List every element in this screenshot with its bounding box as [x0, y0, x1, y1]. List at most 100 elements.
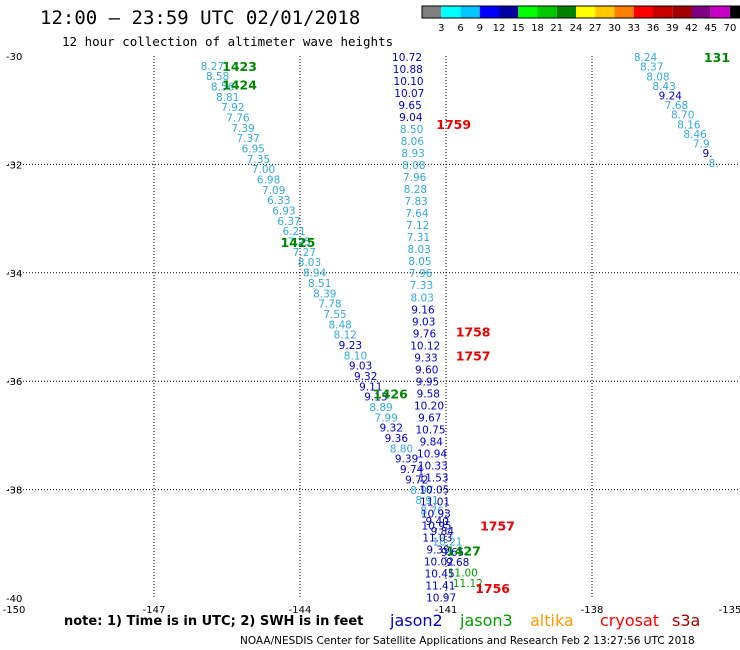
wave-height-label: 7.31	[407, 232, 430, 244]
wave-height-label: 8.51	[308, 278, 331, 290]
wave-height-label: 9.04	[399, 112, 423, 124]
colorbar-level-label: 30	[608, 23, 621, 34]
colorbar-swatch	[653, 6, 673, 18]
wave-height-label: 10.02	[424, 556, 454, 568]
wave-height-label: 9.65	[398, 100, 421, 112]
wave-height-label: 8.03	[411, 292, 434, 304]
wave-height-label: 9.11	[359, 381, 382, 393]
colorbar-level-label: 45	[704, 23, 717, 34]
wave-height-label: 10.07	[394, 88, 424, 100]
wave-height-label: 8.43	[652, 81, 675, 93]
colorbar-level-label: 27	[589, 23, 602, 34]
wave-height-label: 11.01	[420, 496, 450, 508]
wave-height-label: 11.03	[422, 532, 452, 544]
wave-height-label: 8.03	[298, 257, 321, 269]
footer: note: 1) Time is in UTC; 2) SWH is in fe…	[64, 611, 700, 647]
wave-height-label: 8.03	[407, 244, 430, 256]
wave-height-label: 7.68	[665, 100, 688, 112]
wave-height-label: 10.10	[394, 76, 424, 88]
footer-note: note: 1) Time is in UTC; 2) SWH is in fe…	[64, 614, 363, 629]
wave-height-label: 9.	[702, 148, 712, 160]
pass-time-label: 1757	[480, 518, 515, 533]
colorbar-swatch	[537, 6, 557, 18]
satellite-legend-item: jason2	[389, 611, 443, 630]
wave-height-label: 6.95	[242, 143, 265, 155]
wave-height-label: 9.68	[446, 557, 469, 569]
colorbar-swatch	[441, 6, 461, 18]
wave-height-label: 7.00	[252, 164, 275, 176]
colorbar-level-label: 12	[493, 23, 506, 34]
colorbar-frame	[421, 5, 740, 19]
wave-height-label: 8.39	[313, 288, 336, 300]
wave-height-label: 8.46	[683, 129, 707, 141]
wave-height-label: 9.58	[417, 388, 440, 400]
colorbar-swatch	[479, 6, 499, 18]
wave-height-label: 10.88	[393, 64, 423, 76]
y-tick-label: -38	[6, 486, 22, 497]
wave-height-label: 9.23	[339, 340, 362, 352]
y-tick-label: -40	[6, 594, 22, 605]
wave-height-label: 8.81	[216, 92, 239, 104]
wave-height-label: 8.10	[344, 350, 367, 362]
pass-time-labels: 1423 1424 1425 1426 1427 131 1759 1758 1757 1757 1…	[222, 50, 730, 596]
satellite-legend: jason2 jason3 altika cryosat s3a	[389, 611, 700, 630]
wave-height-label: 7.96	[409, 268, 433, 280]
wave-height-label: 9.65	[441, 547, 464, 559]
colorbar-level-label: 6	[457, 23, 463, 34]
colorbar-level-label: 42	[685, 23, 698, 34]
wave-height-label: 6.21	[282, 226, 305, 238]
colorbar-swatch	[460, 6, 480, 18]
wave-height-label: 9.32	[380, 423, 403, 435]
wave-height-label: 10.75	[416, 424, 446, 436]
colorbar-swatch	[595, 6, 615, 18]
wave-height-label: 9.95	[416, 376, 439, 388]
pass-time-label: 1425	[281, 235, 316, 250]
wave-height-label: 7.33	[410, 280, 433, 292]
y-tick-labels: -30 -32 -34 -36 -38 -40	[6, 52, 22, 605]
wave-height-label: 8.48	[328, 319, 351, 331]
wave-height-label: 11.53	[419, 472, 449, 484]
wave-height-label: 11.12	[453, 578, 483, 590]
colorbar-level-label: 33	[627, 23, 640, 34]
wave-height-label: 10.97	[426, 592, 456, 604]
colorbar-swatch	[633, 6, 653, 18]
wave-height-label: 8.08	[402, 160, 425, 172]
satellite-legend-item: altika	[530, 611, 574, 630]
wave-height-label: 8.58	[206, 71, 229, 83]
wave-height-label: 8.05	[408, 256, 431, 268]
colorbar-level-label: 18	[531, 23, 544, 34]
colorbar-swatch	[556, 6, 576, 18]
colorbar-level-label: 36	[647, 23, 660, 34]
wave-height-label: 9.40	[426, 516, 449, 528]
wave-height-label: 7.64	[405, 208, 429, 220]
y-tick-label: -30	[6, 52, 22, 63]
wave-height-label: 8.89	[369, 402, 392, 414]
wave-height-label: 7.9	[693, 139, 710, 151]
colorbar-swatch	[730, 6, 740, 18]
wave-height-label: 9.67	[418, 412, 441, 424]
wave-height-label: 7.37	[236, 133, 259, 145]
wave-height-label: 7.12	[406, 220, 429, 232]
wave-height-label: 10.33	[418, 460, 448, 472]
wave-height-label: 10.94	[417, 448, 447, 460]
chart-subtitle: 12 hour collection of altimeter wave hei…	[62, 34, 393, 49]
wave-height-label: 8.56	[211, 81, 235, 93]
wave-height-label: 9.13	[364, 392, 387, 404]
wave-height-label: 11.41	[425, 580, 455, 592]
wave-height-label: 8.27	[201, 61, 224, 73]
wave-height-label: 9.60	[415, 364, 438, 376]
wave-height-label: 8.24	[634, 52, 658, 64]
wave-height-label: 9.84	[431, 526, 455, 538]
wave-height-label: 9.39	[426, 544, 449, 556]
colorbar-swatch	[691, 6, 711, 18]
wave-height-label: 9.84	[420, 436, 444, 448]
wave-height-label: 8.28	[404, 184, 427, 196]
wave-height-label: 7.35	[247, 154, 270, 166]
footer-credit: NOAA/NESDIS Center for Satellite Applica…	[240, 635, 695, 647]
colorbar-level-label: 21	[550, 23, 563, 34]
wave-height-label: 10.20	[414, 400, 444, 412]
wave-height-label: 8.08	[646, 71, 669, 83]
wave-height-label: 8.06	[401, 136, 425, 148]
colorbar-level-label: 39	[666, 23, 679, 34]
